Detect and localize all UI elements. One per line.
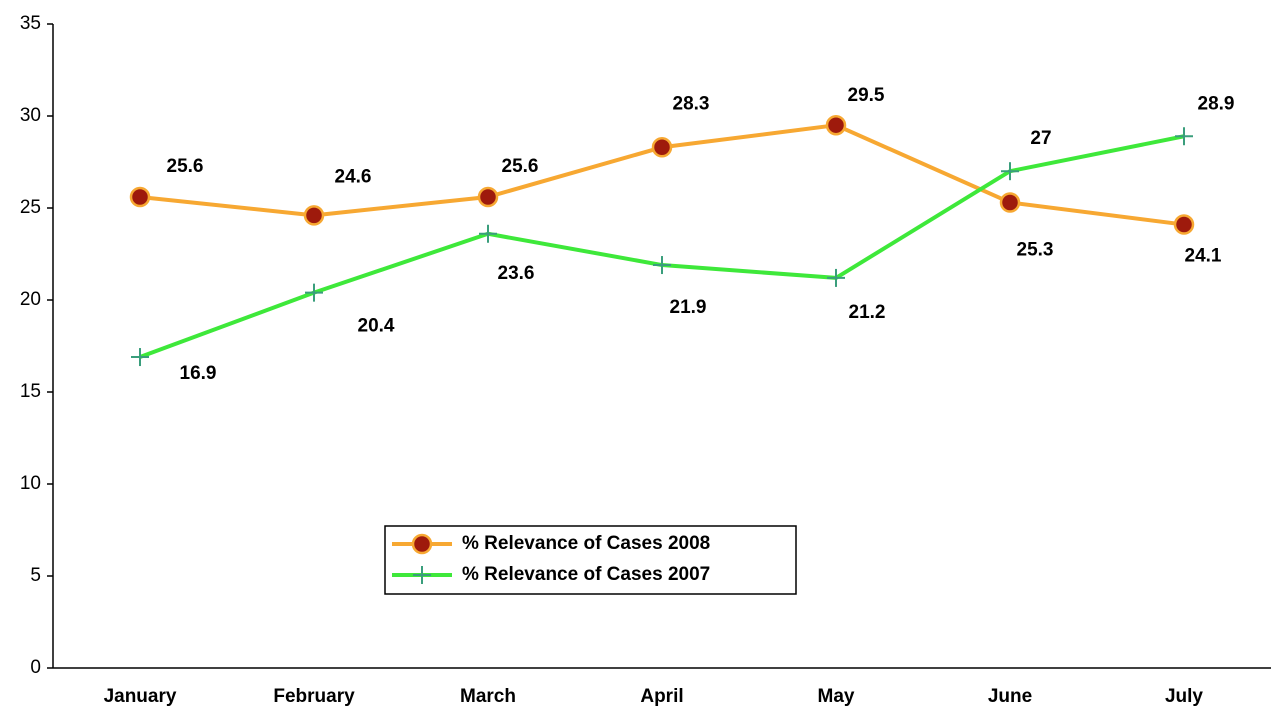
x-tick-label: January <box>104 686 177 707</box>
marker <box>1173 214 1195 235</box>
x-tick-label: May <box>818 686 855 707</box>
marker <box>999 192 1021 213</box>
x-tick-label: July <box>1165 686 1203 707</box>
y-tick-label: 0 <box>30 657 41 678</box>
marker <box>305 283 323 302</box>
marker <box>827 268 845 287</box>
marker <box>653 256 671 275</box>
x-tick-label: June <box>988 686 1032 707</box>
marker <box>651 137 673 158</box>
marker <box>303 205 325 226</box>
data-label: 29.5 <box>848 85 885 106</box>
legend-box <box>384 525 797 595</box>
y-tick-label: 20 <box>20 289 41 310</box>
data-label: 25.6 <box>502 156 539 177</box>
legend-label: % Relevance of Cases 2008 <box>462 533 710 554</box>
marker <box>825 114 847 136</box>
data-label: 21.2 <box>849 302 886 323</box>
marker <box>413 566 431 584</box>
marker <box>129 186 151 208</box>
data-label: 27 <box>1030 128 1051 149</box>
data-label: 25.6 <box>167 156 204 177</box>
y-tick-label: 15 <box>20 381 41 402</box>
data-label: 20.4 <box>358 316 395 337</box>
data-label: 28.9 <box>1198 93 1235 114</box>
data-label: 16.9 <box>180 363 217 384</box>
data-label: 28.3 <box>673 93 710 114</box>
marker <box>477 186 499 208</box>
y-tick-label: 30 <box>20 105 41 126</box>
data-label: 24.6 <box>335 166 372 187</box>
data-label: 24.1 <box>1185 246 1222 267</box>
marker <box>1175 127 1193 146</box>
marker <box>479 224 497 243</box>
data-label: 23.6 <box>498 263 535 284</box>
y-tick-label: 10 <box>20 473 41 494</box>
marker <box>131 348 149 367</box>
y-tick-label: 5 <box>30 565 41 586</box>
y-tick-label: 25 <box>20 197 41 218</box>
x-tick-label: April <box>640 686 683 707</box>
marker <box>1001 162 1019 181</box>
x-tick-label: March <box>460 686 516 707</box>
data-label: 25.3 <box>1017 239 1054 260</box>
marker <box>411 533 433 555</box>
data-label: 21.9 <box>670 297 707 318</box>
x-tick-label: February <box>273 686 355 707</box>
y-tick-label: 35 <box>20 13 41 34</box>
legend-label: % Relevance of Cases 2007 <box>462 564 710 585</box>
